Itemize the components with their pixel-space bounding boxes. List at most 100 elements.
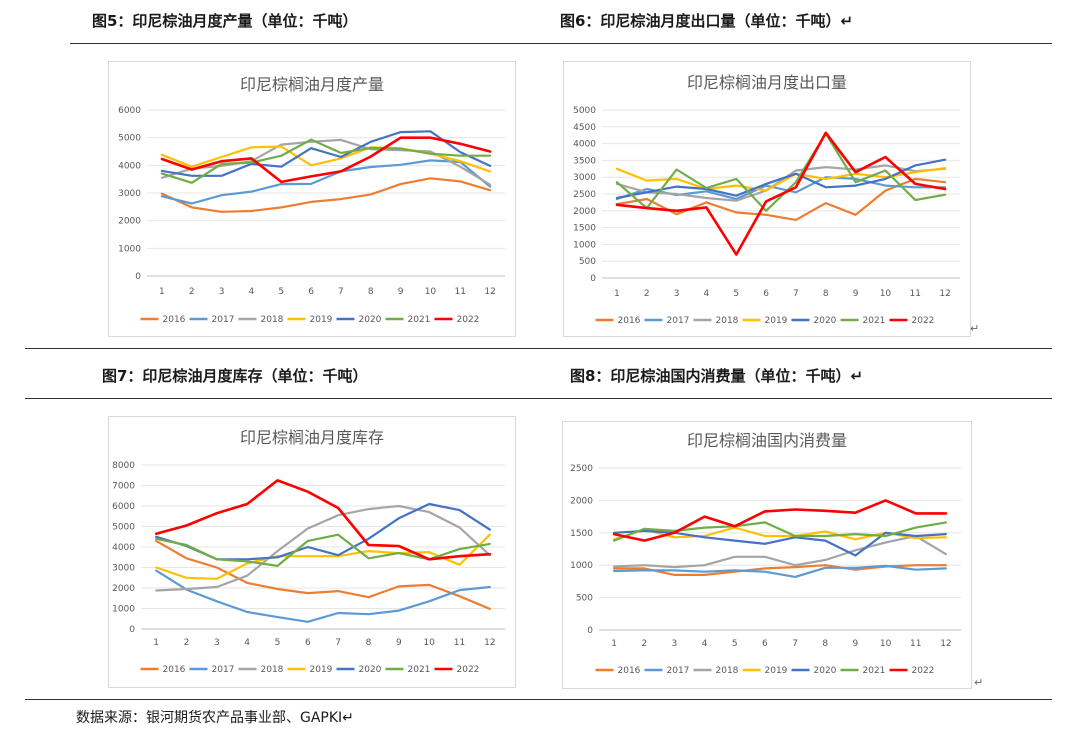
y-tick-label: 1000 xyxy=(112,605,135,615)
legend-label-2016: 2016 xyxy=(618,316,641,326)
series-line-2018 xyxy=(615,164,947,202)
return-mark-1: ↵ xyxy=(970,322,980,335)
y-tick-label: 0 xyxy=(587,626,593,636)
x-tick-label: 10 xyxy=(425,287,437,297)
x-tick-label: 12 xyxy=(940,639,951,649)
legend-label-2020: 2020 xyxy=(359,665,382,675)
figure-6-title: 图6：印尼棕油月度出口量（单位：千吨）↵ xyxy=(560,12,854,30)
legend-label-2019: 2019 xyxy=(765,666,788,676)
x-tick-label: 1 xyxy=(611,639,617,649)
series-line-2020 xyxy=(155,502,491,561)
x-tick-label: 9 xyxy=(398,287,404,297)
x-tick-label: 6 xyxy=(305,638,311,648)
y-tick-label: 4000 xyxy=(573,140,596,150)
chart-consumption-box: 印尼棕榈油国内消费量 0 500 1000 1500 2000 2500 1 2 3 4 5 6 7 8 9 1… xyxy=(562,421,972,689)
x-tick-label: 7 xyxy=(792,639,798,649)
x-tick-label: 11 xyxy=(910,289,921,299)
y-tick-label: 2000 xyxy=(573,207,596,217)
x-tick-label: 8 xyxy=(368,287,374,297)
series-line-2016 xyxy=(155,539,491,610)
y-tick-label: 2500 xyxy=(573,190,596,200)
x-tick-label: 3 xyxy=(214,638,220,648)
x-tick-label: 8 xyxy=(822,639,828,649)
data-source-note: 数据来源：银河期货农产品事业部、GAPKI↵ xyxy=(76,710,354,726)
x-tick-label: 4 xyxy=(244,638,250,648)
x-tick-label: 4 xyxy=(249,287,255,297)
x-tick-label: 6 xyxy=(762,639,768,649)
legend-label-2019: 2019 xyxy=(310,665,333,675)
y-tick-label: 8000 xyxy=(112,461,135,471)
top-divider xyxy=(70,43,1052,44)
legend-label-2020: 2020 xyxy=(359,315,382,325)
x-tick-label: 10 xyxy=(880,639,892,649)
chart-stocks-box: 印尼棕榈油月度库存 0 1000 2000 3000 4000 5000 6000 7000 80… xyxy=(108,416,516,688)
x-tick-label: 9 xyxy=(853,639,859,649)
legend-label-2021: 2021 xyxy=(408,665,431,675)
x-tick-label: 12 xyxy=(484,638,495,648)
legend-label-2022: 2022 xyxy=(912,666,935,676)
legend-label-2016: 2016 xyxy=(163,315,186,325)
x-tick-label: 7 xyxy=(793,289,799,299)
legend-label-2022: 2022 xyxy=(457,315,480,325)
x-tick-label: 3 xyxy=(219,287,225,297)
x-tick-label: 10 xyxy=(880,289,892,299)
series-line-2017 xyxy=(155,569,491,623)
figure-8-title: 图8：印尼棕油国内消费量（单位：千吨）↵ xyxy=(570,367,864,385)
x-tick-label: 7 xyxy=(338,287,344,297)
legend-label-2018: 2018 xyxy=(261,315,284,325)
legend-label-2019: 2019 xyxy=(310,315,333,325)
x-tick-label: 6 xyxy=(763,289,769,299)
y-tick-label: 2000 xyxy=(118,217,141,227)
y-tick-label: 5000 xyxy=(573,106,596,116)
x-tick-label: 6 xyxy=(308,287,314,297)
x-tick-label: 7 xyxy=(335,638,341,648)
legend-label-2017: 2017 xyxy=(212,315,235,325)
x-tick-label: 2 xyxy=(641,639,647,649)
legend-label-2022: 2022 xyxy=(912,316,935,326)
y-tick-label: 7000 xyxy=(112,482,135,492)
x-tick-label: 2 xyxy=(184,638,190,648)
x-tick-label: 10 xyxy=(423,638,435,648)
x-tick-label: 3 xyxy=(674,289,680,299)
series-line-2019 xyxy=(155,533,491,580)
y-tick-label: 1500 xyxy=(573,224,596,234)
x-tick-label: 9 xyxy=(396,638,402,648)
chart-title: 印尼棕榈油月度产量 xyxy=(240,75,384,94)
x-tick-label: 9 xyxy=(853,289,859,299)
middle-divider-top xyxy=(25,348,1052,349)
y-tick-label: 3000 xyxy=(112,564,135,574)
legend-label-2019: 2019 xyxy=(765,316,788,326)
legend-label-2021: 2021 xyxy=(863,316,886,326)
x-tick-label: 5 xyxy=(275,638,281,648)
y-tick-label: 500 xyxy=(579,257,596,267)
y-tick-label: 1000 xyxy=(570,561,593,571)
y-tick-label: 6000 xyxy=(118,106,141,116)
x-tick-label: 5 xyxy=(278,287,284,297)
x-tick-label: 5 xyxy=(732,639,738,649)
x-tick-label: 12 xyxy=(939,289,950,299)
y-tick-label: 4500 xyxy=(573,123,596,133)
legend-label-2018: 2018 xyxy=(716,666,739,676)
x-tick-label: 8 xyxy=(823,289,829,299)
series-line-2022 xyxy=(154,479,492,561)
y-tick-label: 0 xyxy=(590,274,596,284)
legend-label-2020: 2020 xyxy=(814,666,837,676)
series-line-2016 xyxy=(160,177,492,213)
y-tick-label: 0 xyxy=(129,625,135,635)
chart-exports-box: 印尼棕榈油月度出口量 0 500 1000 1500 2000 2500 3000 3500 40… xyxy=(563,61,971,337)
x-tick-label: 1 xyxy=(159,287,165,297)
legend-label-2021: 2021 xyxy=(863,666,886,676)
series-line-2018 xyxy=(155,504,491,592)
series-line-2022 xyxy=(160,136,492,184)
chart-exports: 印尼棕榈油月度出口量 0 500 1000 1500 2000 2500 3000 3500 40… xyxy=(573,73,960,326)
y-tick-label: 4000 xyxy=(118,161,141,171)
x-tick-label: 5 xyxy=(733,289,739,299)
figure-7-title: 图7：印尼棕油月度库存（单位：千吨） xyxy=(102,367,368,385)
y-tick-label: 2000 xyxy=(570,496,593,506)
series-line-2017 xyxy=(160,159,492,205)
y-tick-label: 6000 xyxy=(112,502,135,512)
y-tick-label: 500 xyxy=(576,594,593,604)
chart-stocks: 印尼棕榈油月度库存 0 1000 2000 3000 4000 5000 6000 7000 80… xyxy=(112,428,505,675)
